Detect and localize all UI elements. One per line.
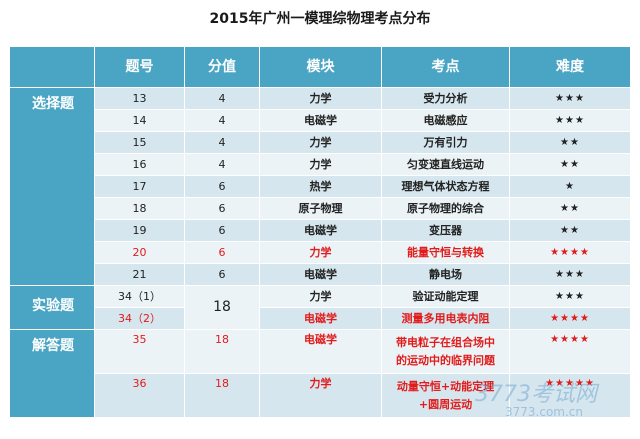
table-row: 14 4 电磁学 电磁感应 ★★★ — [10, 109, 631, 132]
cell-point: 受力分析 — [381, 87, 510, 110]
header-row: 题号 分值 模块 考点 难度 — [9, 46, 631, 88]
cell-score: 6 — [184, 175, 260, 198]
cell-score: 18 — [184, 329, 260, 374]
header-difficulty: 难度 — [509, 46, 631, 88]
cell-module: 力学 — [259, 131, 382, 154]
cell-score: 4 — [184, 131, 260, 154]
cell-score: 4 — [184, 109, 260, 132]
table-row: 19 6 电磁学 变压器 ★★ — [10, 219, 631, 242]
cell-difficulty: ★★★★ — [509, 241, 631, 264]
table-row: 实验题 34（1） 18 力学 验证动能定理 ★★★ — [9, 285, 631, 330]
cell-module: 热学 — [259, 175, 382, 198]
watermark-url: 3773.com.cn — [505, 405, 583, 419]
cell-difficulty: ★★★★★ — [509, 373, 631, 418]
cell-module: 电磁学 — [259, 263, 382, 286]
cell-score: 6 — [184, 197, 260, 220]
header-num: 题号 — [94, 46, 185, 88]
table-row: 17 6 热学 理想气体状态方程 ★ — [10, 175, 631, 198]
table-row: 18 6 原子物理 原子物理的综合 ★★ — [10, 197, 631, 220]
cell-score: 18 — [184, 373, 260, 418]
page-title: 2015年广州一模理综物理考点分布 — [209, 11, 431, 27]
cell-score: 4 — [184, 153, 260, 176]
cell-point-line1: 动量守恒+动能定理 — [396, 379, 495, 393]
cell-point: 变压器 — [381, 219, 510, 242]
table-row: 15 4 力学 万有引力 ★★ — [10, 131, 631, 154]
cell-module: 电磁学 — [259, 109, 382, 132]
cell-point: 匀变速直线运动 — [381, 153, 510, 176]
cell-num: 35 — [94, 329, 185, 374]
cell-score: 4 — [184, 87, 260, 110]
cell-num: 36 — [94, 373, 185, 418]
cell-point: 电磁感应 — [381, 109, 510, 132]
cell-difficulty: ★★★★ — [509, 307, 631, 330]
cell-point: 静电场 — [381, 263, 510, 286]
cell-score: 6 — [184, 263, 260, 286]
cell-difficulty: ★★★ — [509, 285, 631, 308]
header-score: 分值 — [184, 46, 260, 88]
category-answer: 解答题 — [9, 329, 95, 418]
cell-difficulty: ★★ — [509, 153, 631, 176]
cell-num: 15 — [94, 131, 185, 154]
cell-module: 电磁学 — [259, 307, 382, 330]
cell-point-line2: +圆周运动 — [418, 397, 473, 411]
cell-score: 6 — [184, 219, 260, 242]
table-row: 解答题 35 18 电磁学 带电粒子在组合场中 的运动中的临界问题 ★★★★ — [9, 329, 631, 418]
cell-module: 力学 — [259, 241, 382, 264]
cell-difficulty: ★★★ — [509, 109, 631, 132]
table-row: 选择题 13 4 力学 受力分析 ★★★ — [9, 87, 631, 286]
header-corner — [9, 46, 95, 88]
cell-num: 14 — [94, 109, 185, 132]
cell-num: 17 — [94, 175, 185, 198]
cell-difficulty: ★★★ — [509, 263, 631, 286]
header-point: 考点 — [381, 46, 510, 88]
cell-num: 34（2） — [94, 307, 185, 330]
cell-point: 理想气体状态方程 — [381, 175, 510, 198]
cell-point: 测量多用电表内阻 — [381, 307, 510, 330]
cell-num: 13 — [94, 87, 185, 110]
header-module: 模块 — [259, 46, 382, 88]
cell-point: 万有引力 — [381, 131, 510, 154]
cell-point: 动量守恒+动能定理 +圆周运动 — [381, 373, 510, 418]
table-row: 20 6 力学 能量守恒与转换 ★★★★ — [10, 241, 631, 264]
cell-num: 16 — [94, 153, 185, 176]
cell-num: 21 — [94, 263, 185, 286]
cell-difficulty: ★★ — [509, 131, 631, 154]
cell-difficulty: ★★ — [509, 219, 631, 242]
table-row: 34（2） 电磁学 测量多用电表内阻 ★★★★ — [10, 307, 631, 330]
cell-num: 19 — [94, 219, 185, 242]
category-choice: 选择题 — [9, 87, 95, 286]
cell-module: 电磁学 — [259, 219, 382, 242]
table-row: 21 6 电磁学 静电场 ★★★ — [10, 263, 631, 286]
cell-module: 电磁学 — [259, 329, 382, 374]
cell-num: 18 — [94, 197, 185, 220]
cell-module: 力学 — [259, 373, 382, 418]
cell-point: 原子物理的综合 — [381, 197, 510, 220]
cell-score: 6 — [184, 241, 260, 264]
cell-point: 带电粒子在组合场中 的运动中的临界问题 — [381, 329, 510, 374]
cell-difficulty: ★ — [509, 175, 631, 198]
table-row: 16 4 力学 匀变速直线运动 ★★ — [10, 153, 631, 176]
cell-difficulty: ★★★★ — [509, 329, 631, 374]
cell-point: 能量守恒与转换 — [381, 241, 510, 264]
cell-module: 力学 — [259, 153, 382, 176]
cell-point: 验证动能定理 — [381, 285, 510, 308]
exam-distribution-table: 题号 分值 模块 考点 难度 选择题 13 4 力学 受力分析 ★★★ 14 4… — [9, 46, 631, 418]
cell-module: 原子物理 — [259, 197, 382, 220]
cell-num: 34（1） — [94, 285, 185, 308]
cell-module: 力学 — [259, 285, 382, 308]
cell-score: 18 — [184, 285, 260, 330]
watermark-logo-text: 3773考试网 — [475, 382, 597, 407]
cell-num: 20 — [94, 241, 185, 264]
table-row: 36 18 力学 动量守恒+动能定理 +圆周运动 ★★★★★ — [10, 373, 631, 418]
cell-module: 力学 — [259, 87, 382, 110]
cell-point-line2: 的运动中的临界问题 — [396, 353, 495, 367]
cell-point-line1: 带电粒子在组合场中 — [396, 335, 495, 349]
category-experiment: 实验题 — [9, 285, 95, 330]
cell-difficulty: ★★ — [509, 197, 631, 220]
cell-difficulty: ★★★ — [509, 87, 631, 110]
